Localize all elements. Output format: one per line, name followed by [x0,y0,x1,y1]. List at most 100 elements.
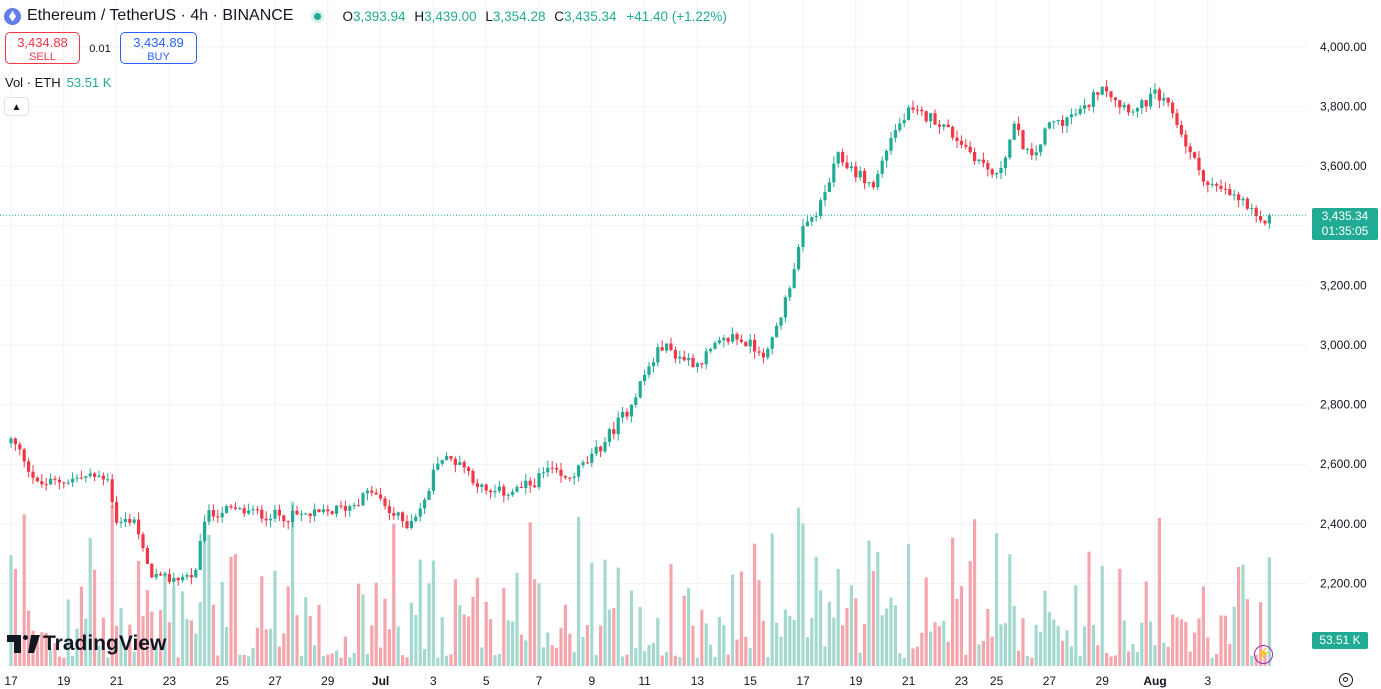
volume-legend-value: 53.51 K [66,75,112,90]
candle-body [57,479,61,483]
candle-body [475,483,479,487]
volume-bar [1012,605,1016,666]
volume-bar [286,586,290,666]
x-tick-label: 27 [268,674,282,688]
candle-body [159,573,163,576]
volume-bar [480,647,484,666]
volume-bar [115,625,119,666]
candle-body [568,477,572,479]
x-tick-label: 7 [536,674,543,688]
x-tick-label: 3 [430,674,437,688]
collapse-legend-button[interactable]: ▲ [4,97,29,116]
tradingview-wordmark: TradingView [43,632,167,655]
chart-header: Ethereum / TetherUS · 4h · BINANCE O3,39… [4,6,727,26]
candle-body [739,339,743,342]
lightning-icon[interactable]: ⚡ [1254,645,1273,664]
candle-body [511,491,515,495]
volume-bar [1008,554,1012,666]
volume-bar [431,560,435,666]
x-tick-label: 3 [1204,674,1211,688]
volume-bar [761,620,765,666]
volume-bar [489,619,493,666]
volume-bar [1184,621,1188,666]
volume-bar [1237,566,1241,666]
volume-bar [669,563,673,666]
candle-body [119,521,123,523]
volume-bar [365,653,369,666]
candle-body [823,192,827,201]
settings-icon[interactable] [1339,673,1353,687]
candle-body [321,509,325,513]
volume-bar [106,657,110,666]
volume-bar [401,655,405,666]
candle-body [423,499,427,509]
candle-body [669,343,673,350]
candle-body [220,512,224,518]
volume-bar [264,629,268,666]
volume-bar [836,568,840,666]
volume-bar [907,543,911,666]
x-tick-label: 17 [796,674,810,688]
candle-body [1131,111,1135,113]
volume-bar [621,656,625,666]
volume-bar [57,656,61,666]
volume-bar [75,628,79,666]
low-label: L [485,8,493,24]
candle-body [167,573,171,582]
candle-body [216,516,220,518]
volume-bar [871,571,875,666]
sell-label: SELL [29,51,56,63]
candle-body [1025,148,1029,150]
y-tick-label: 4,000.00 [1320,40,1367,54]
x-tick-label: 15 [744,674,758,688]
volume-bar [1039,631,1043,666]
volume-bar [335,650,339,666]
volume-bar [123,646,127,666]
candle-body [638,381,642,398]
candle-body [44,484,48,486]
ethereum-icon [4,7,21,25]
candle-body [211,510,215,517]
spread-value: 0.01 [89,43,111,55]
volume-bar [616,567,620,666]
volume-legend[interactable]: Vol · ETH 53.51 K [5,75,111,90]
volume-bar [990,636,994,666]
candle-body [924,111,928,122]
candle-body [110,479,114,503]
volume-bar [440,617,444,666]
volume-bar [1096,645,1100,666]
volume-bar [819,590,823,666]
candle-body [154,573,158,578]
volume-bar [986,608,990,666]
bar-countdown: 01:35:05 [1321,224,1369,238]
candle-body [876,174,880,188]
tradingview-logo[interactable]: TradingView [7,632,166,656]
volume-bar [999,624,1003,666]
candle-body [920,109,924,112]
market-status-icon[interactable] [311,9,325,23]
candle-body [625,411,629,417]
volume-bar [572,652,576,666]
candle-body [330,511,334,514]
candle-body [792,269,796,289]
volume-bar [1034,624,1038,666]
candle-body [1179,125,1183,135]
candle-body [858,170,862,178]
volume-bar [863,624,867,666]
candle-body [1091,92,1095,107]
volume-bar [97,645,101,666]
candle-body [471,470,475,484]
volume-bar [49,649,53,666]
candle-body [348,506,352,511]
buy-button[interactable]: 3,434.89 BUY [120,32,197,64]
candle-body [445,455,449,461]
sell-button[interactable]: 3,434.88 SELL [5,32,80,64]
volume-bar [22,514,26,666]
volume-bar [198,602,202,666]
candle-body [141,534,145,549]
candle-body [418,508,422,517]
volume-bar [643,651,647,666]
symbol-title[interactable]: Ethereum / TetherUS · 4h · BINANCE [27,7,294,24]
candle-body [247,510,251,514]
